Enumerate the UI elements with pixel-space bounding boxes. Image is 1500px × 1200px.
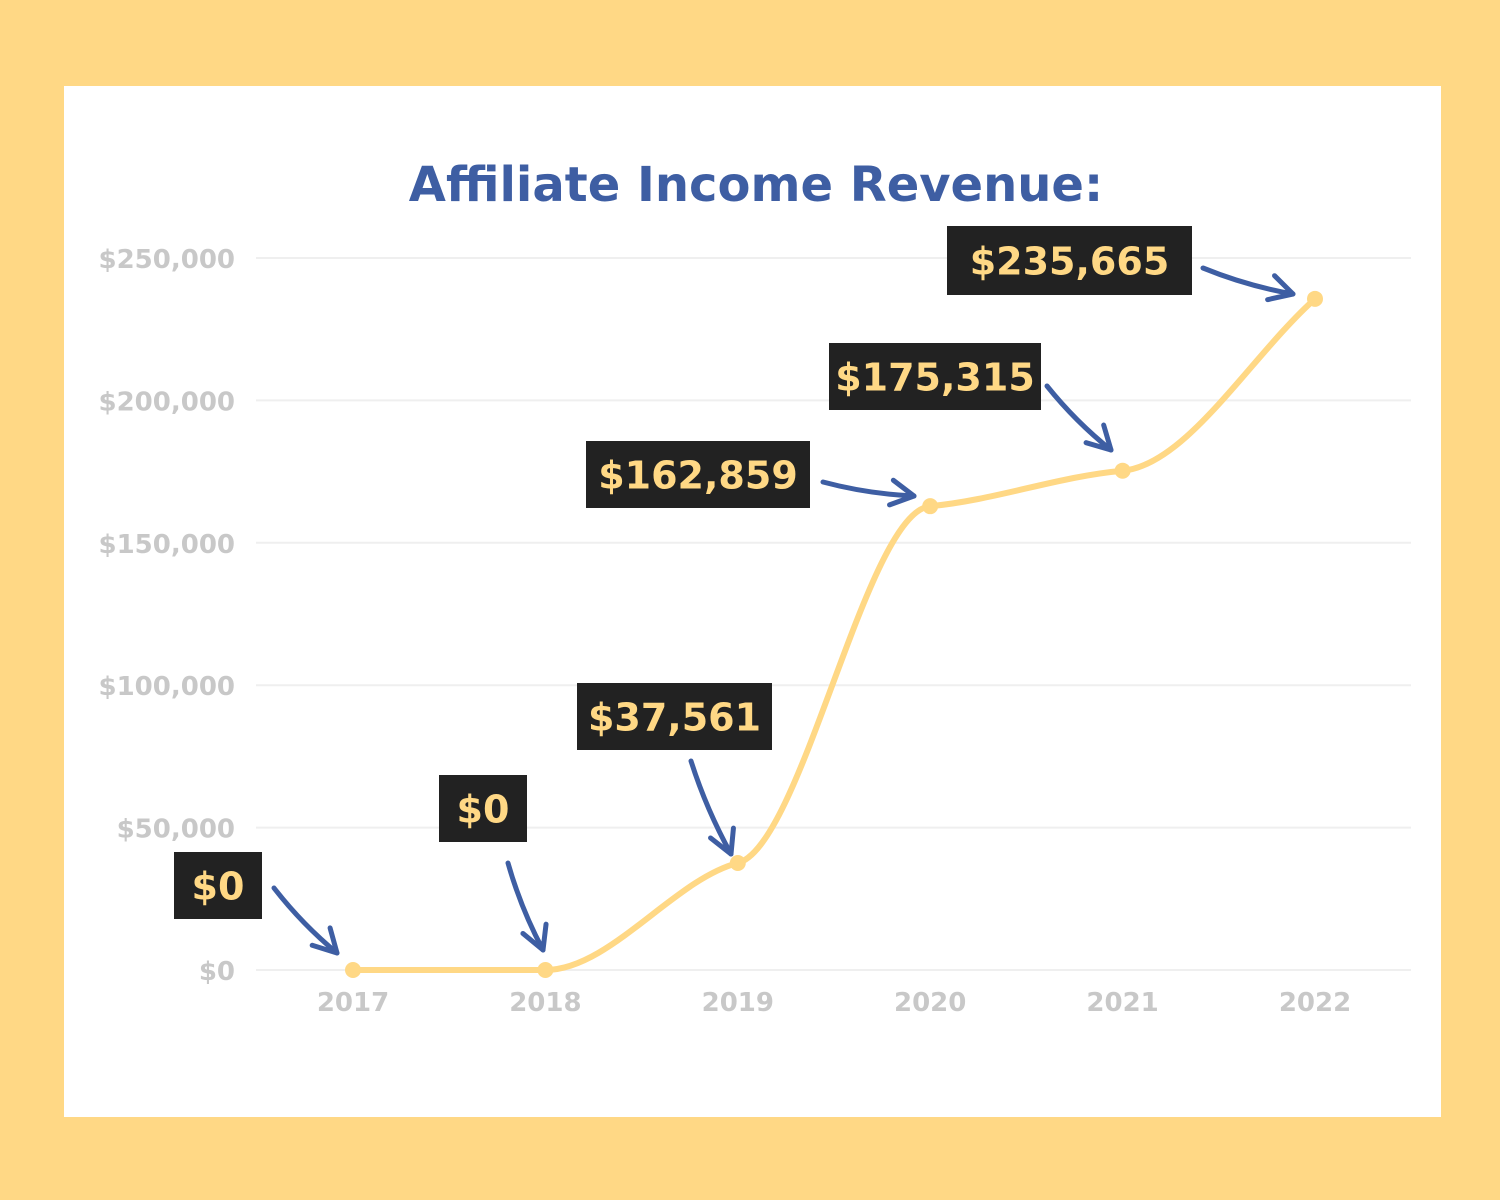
chart-title: Affiliate Income Revenue:: [409, 157, 1103, 213]
arrow-shaft: [688, 758, 734, 857]
y-tick-label: $100,000: [98, 672, 235, 702]
data-label: $162,859: [586, 441, 917, 508]
line-chart: Affiliate Income Revenue: $0 $50,000 $100,…: [98, 157, 1411, 1018]
y-axis-ticks: $0 $50,000 $100,000 $150,000 $200,000 $250,00…: [98, 245, 235, 987]
x-tick-label: 2017: [317, 988, 389, 1018]
data-point: [1307, 290, 1323, 307]
x-axis-ticks: 2017 2018 2019 2020 2021 2022: [317, 988, 1351, 1018]
y-tick-label: $0: [199, 957, 235, 987]
arrow-shaft: [820, 479, 917, 499]
x-tick-label: 2021: [1086, 988, 1158, 1018]
arrow-head: [1265, 273, 1296, 303]
y-tick-label: $50,000: [117, 815, 235, 845]
arrow-head: [309, 925, 340, 956]
data-label: $0: [174, 852, 340, 956]
arrow-shaft: [505, 860, 546, 953]
arrow-shaft: [271, 885, 340, 956]
arrow-head: [708, 825, 736, 857]
data-label-text: $235,665: [970, 240, 1170, 284]
data-labels: $0 $0 $37,561 $162,859 $175,315 $235,665: [174, 226, 1296, 956]
data-label-text: $175,315: [835, 356, 1035, 400]
y-tick-label: $250,000: [98, 245, 235, 275]
x-tick-label: 2018: [509, 988, 581, 1018]
chart-card: Affiliate Income Revenue: $0 $50,000 $100,…: [64, 86, 1441, 1117]
data-label-box: [439, 775, 527, 842]
data-label-box: [947, 226, 1192, 295]
data-label: $0: [439, 775, 549, 953]
arrow-shaft: [1044, 383, 1114, 453]
data-point: [345, 962, 361, 978]
x-tick-label: 2020: [894, 988, 966, 1018]
x-tick-label: 2019: [702, 988, 774, 1018]
arrow-shaft: [1200, 265, 1296, 297]
data-label: $37,561: [577, 683, 772, 857]
data-label-box: [174, 852, 262, 919]
data-label-box: [577, 683, 772, 750]
data-point: [922, 498, 939, 515]
data-point: [729, 855, 746, 872]
data-label: $235,665: [947, 226, 1296, 303]
series-revenue: [345, 290, 1323, 978]
arrow-head: [1083, 422, 1114, 453]
data-label-box: [586, 441, 810, 508]
x-tick-label: 2022: [1279, 988, 1351, 1018]
data-label: $175,315: [829, 343, 1114, 453]
data-label-text: $37,561: [588, 696, 761, 740]
data-label-box: [829, 343, 1041, 410]
data-label-text: $0: [192, 865, 245, 909]
arrow-head: [520, 921, 549, 953]
data-point: [1114, 462, 1131, 479]
data-point: [537, 962, 554, 978]
y-tick-label: $150,000: [98, 530, 235, 560]
data-label-text: $0: [457, 788, 510, 832]
arrow-head: [887, 477, 917, 508]
y-tick-label: $200,000: [98, 387, 235, 417]
data-label-text: $162,859: [598, 454, 798, 498]
